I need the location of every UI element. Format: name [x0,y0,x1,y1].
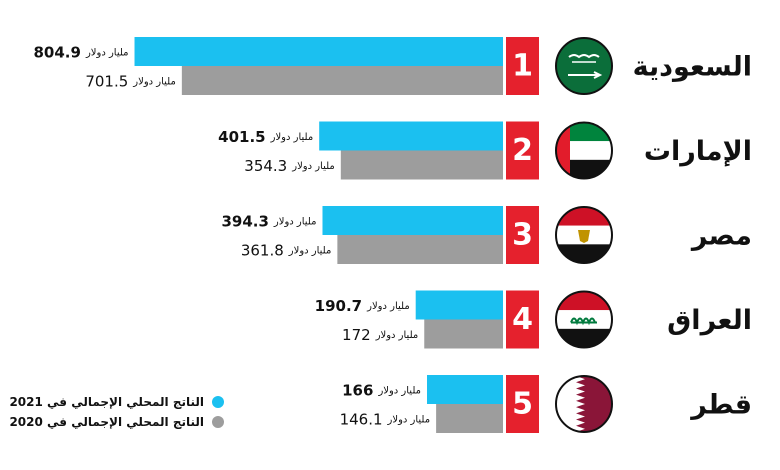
uae-flag-icon [555,121,613,180]
bar-2020 [181,66,503,95]
country-name: الإمارات [644,136,752,167]
country-name: السعودية [633,52,752,83]
saudi-flag-sword [568,71,603,79]
bar-2021 [319,121,503,151]
saudi-flag-script [568,54,600,59]
bar-2020 [436,404,503,433]
saudi-flag-icon [555,37,613,95]
bar-2021 [322,206,503,235]
bar-2020-label: 146.1 مليار دولار [340,410,431,428]
rank-number: 5 [512,387,533,422]
row-2: 401.5 مليار دولار 354.3 مليار دولار 2 الإمارا… [218,121,752,180]
legend-item-2021: الناتج المحلي الإجمالي في 2021 [9,392,224,412]
bar-2021-label: 166 مليار دولار [342,381,421,399]
bar-2020-label: 354.3 مليار دولار [244,157,335,175]
iraq-flag-script [570,317,597,326]
row-3: 394.3 مليار دولار 361.8 مليار دولار 3 مصر [221,206,752,264]
country-name: قطر [689,390,752,421]
bar-2021-label: 804.9 مليار دولار [34,43,129,61]
bar-2021 [415,290,503,320]
rank-box [506,206,539,264]
bar-2021 [134,37,503,66]
bar-2020-label: 361.8 مليار دولار [241,241,332,259]
bar-2020-label: 172 مليار دولار [342,326,418,344]
flag-content [556,376,612,432]
rank-number: 3 [512,218,533,253]
rank-box [506,375,539,433]
legend-swatch-2021 [212,396,224,408]
bar-2020 [424,319,503,349]
egypt-flag-icon [555,206,613,264]
flag-content [556,38,612,94]
bar-2020-label: 701.5 مليار دولار [85,72,176,90]
flag-ring [555,290,613,349]
bar-2020 [340,150,503,180]
country-name: مصر [690,221,752,252]
rank-number: 4 [512,302,533,337]
row-1: 804.9 مليار دولار 701.5 مليار دولار 1 السعودي… [34,37,752,95]
iraq-flag-icon [555,290,613,349]
row-5: 166 مليار دولار 146.1 مليار دولار 5 قطر [340,375,752,433]
rank-box [506,37,539,95]
qatar-flag-white [556,376,585,432]
saudi-flag-field [556,38,612,94]
bar-2021-label: 190.7 مليار دولار [315,297,410,315]
legend-label-2020: الناتج المحلي الإجمالي في 2020 [9,415,204,429]
flag-ring [555,375,613,433]
bar-2020 [337,235,503,264]
legend: الناتج المحلي الإجمالي في 2021 الناتج ال… [9,392,224,432]
legend-label-2021: الناتج المحلي الإجمالي في 2021 [9,395,204,409]
row-4: 190.7 مليار دولار 172 مليار دولار 4 العراق [315,290,752,349]
rank-number: 2 [512,133,533,168]
bar-2021 [427,375,503,404]
legend-swatch-2020 [212,416,224,428]
rank-number: 1 [512,49,533,84]
rank-box [506,121,539,180]
bar-2021-label: 394.3 مليار دولار [221,212,316,230]
rank-box [506,290,539,349]
legend-item-2020: الناتج المحلي الإجمالي في 2020 [9,412,224,432]
bar-2021-label: 401.5 مليار دولار [218,128,313,146]
egypt-flag-eagle [578,230,590,243]
qatar-flag-icon [555,375,613,433]
country-name: العراق [667,305,752,336]
flag-ring [555,37,613,95]
flag-ring [555,121,613,180]
flag-ring [555,206,613,264]
